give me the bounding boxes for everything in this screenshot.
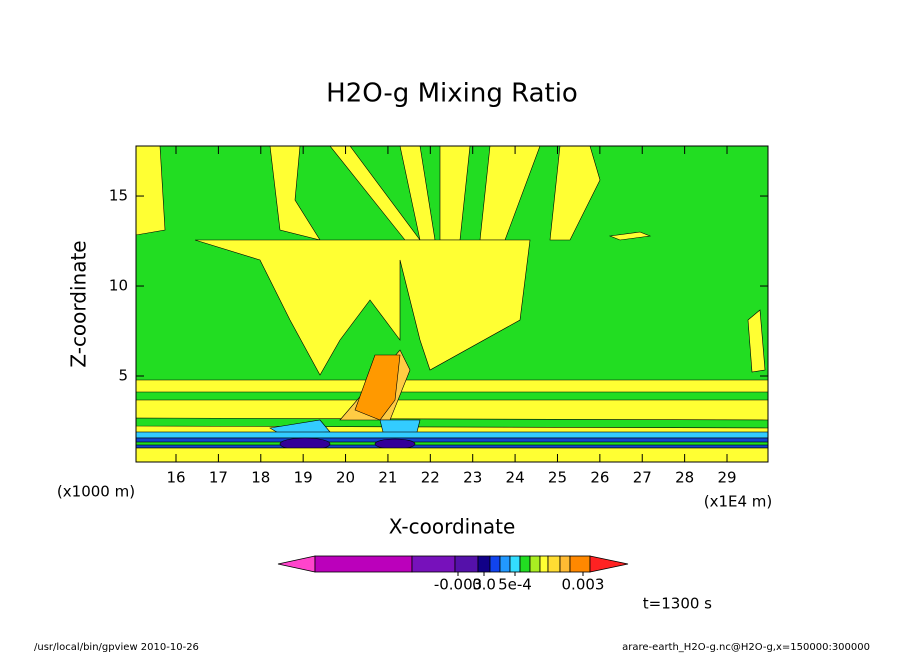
colorbar-tick-label: 0.0	[472, 576, 496, 594]
y-unit: (x1000 m)	[57, 483, 135, 501]
colorbar-tick-label: 0.003	[562, 576, 605, 594]
y-axis-label: Z-coordinate	[67, 240, 91, 367]
x-unit: (x1E4 m)	[704, 493, 773, 511]
x-tick-label: 23	[463, 469, 482, 487]
contour-field	[136, 146, 768, 462]
plot-frame	[135, 145, 769, 463]
x-tick-label: 16	[166, 469, 185, 487]
x-tick-label: 29	[717, 469, 736, 487]
y-tick-label: 15	[109, 187, 128, 205]
x-tick-label: 18	[251, 469, 270, 487]
chart-title: H2O-g Mixing Ratio	[326, 79, 578, 109]
x-tick-label: 24	[506, 469, 525, 487]
x-tick-label: 25	[548, 469, 567, 487]
x-tick-label: 21	[378, 469, 397, 487]
colorbar-tick-label: 5e-4	[498, 576, 532, 594]
x-tick-label: 22	[421, 469, 440, 487]
x-tick-label: 27	[633, 469, 652, 487]
footer-right: arare-earth_H2O-g.nc@H2O-g,x=150000:3000…	[622, 642, 870, 653]
y-tick-label: 10	[109, 277, 128, 295]
x-tick-label: 17	[209, 469, 228, 487]
x-tick-label: 19	[294, 469, 313, 487]
footer-left: /usr/local/bin/gpview 2010-10-26	[34, 642, 199, 653]
x-tick-label: 26	[590, 469, 609, 487]
x-tick-label: 28	[675, 469, 694, 487]
colorbar-tick-label: -0.003	[434, 576, 482, 594]
y-tick-label: 5	[118, 367, 128, 385]
colorbar	[277, 555, 629, 573]
time-label: t=1300 s	[643, 595, 712, 613]
x-axis-label: X-coordinate	[389, 515, 516, 539]
x-tick-label: 20	[336, 469, 355, 487]
